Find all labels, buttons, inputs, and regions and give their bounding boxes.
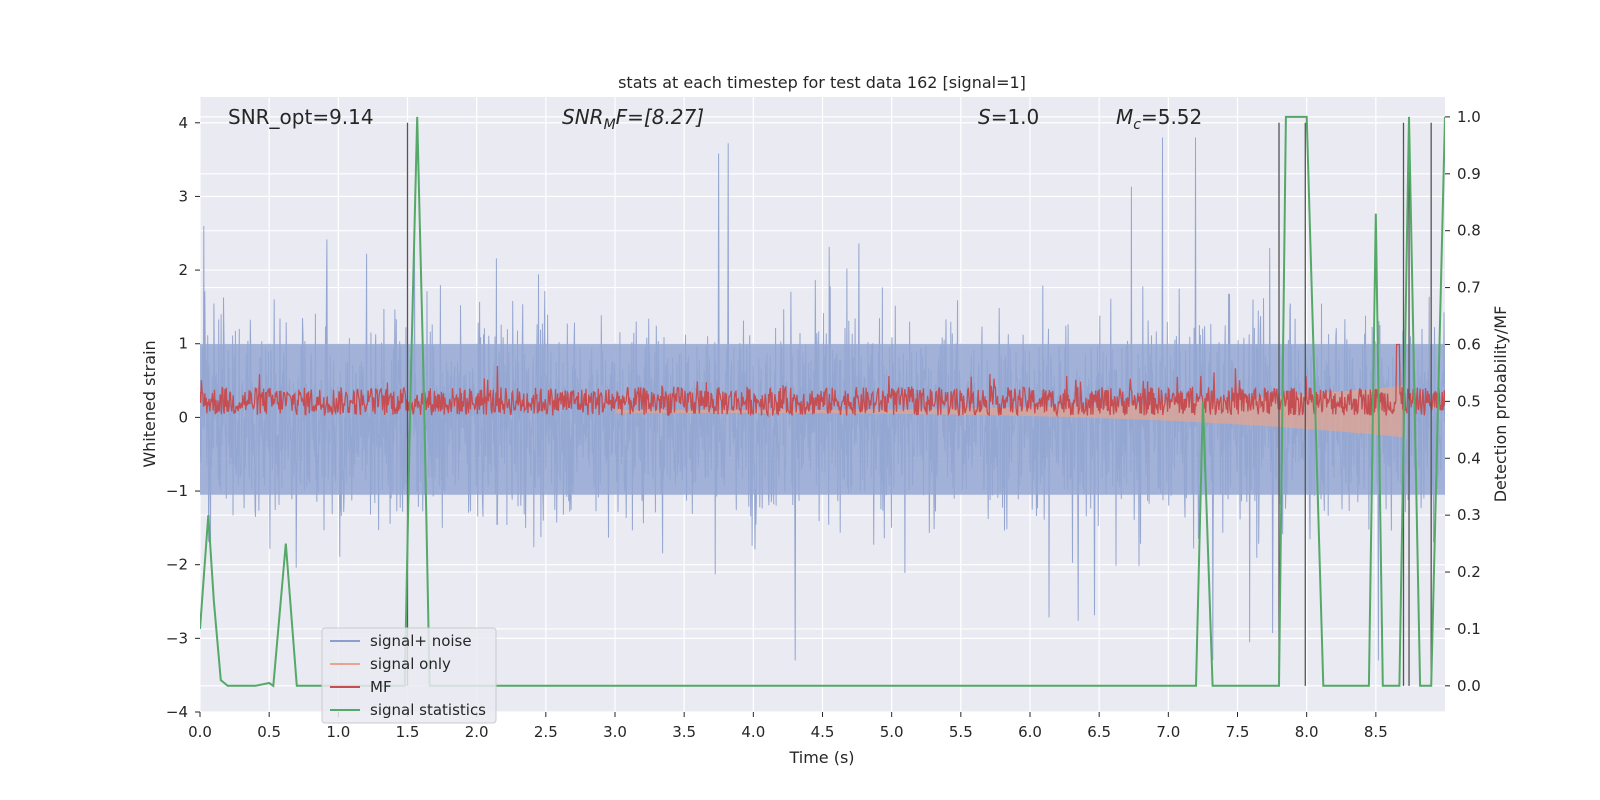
y2-tick-label: 0.6 bbox=[1457, 335, 1481, 353]
annotation-snr-opt: SNR_opt=9.14 bbox=[228, 105, 374, 129]
legend-label: signal+ noise bbox=[370, 632, 472, 650]
x-tick-label: 0.0 bbox=[188, 723, 212, 741]
y-tick-label: 2 bbox=[178, 261, 188, 279]
y-tick-label: 0 bbox=[178, 408, 188, 426]
x-axis-label: Time (s) bbox=[788, 748, 854, 767]
y-tick-label: −1 bbox=[166, 482, 188, 500]
x-tick-label: 8.5 bbox=[1364, 723, 1388, 741]
x-tick-label: 7.5 bbox=[1226, 723, 1250, 741]
x-tick-label: 4.5 bbox=[811, 723, 835, 741]
y2-tick-label: 0.3 bbox=[1457, 506, 1481, 524]
y2-tick-label: 1.0 bbox=[1457, 108, 1481, 126]
y-tick-label: −2 bbox=[166, 556, 188, 574]
legend-label: signal only bbox=[370, 655, 451, 673]
y2-tick-label: 0.8 bbox=[1457, 222, 1481, 240]
y2-tick-label: 0.1 bbox=[1457, 620, 1481, 638]
y2-tick-label: 0.9 bbox=[1457, 165, 1481, 183]
x-tick-label: 8.0 bbox=[1295, 723, 1319, 741]
x-tick-label: 1.5 bbox=[396, 723, 420, 741]
x-tick-label: 5.5 bbox=[949, 723, 973, 741]
x-tick-label: 3.0 bbox=[603, 723, 627, 741]
y2-tick-label: 0.2 bbox=[1457, 563, 1481, 581]
y-tick-label: −4 bbox=[166, 703, 188, 721]
legend-label: signal statistics bbox=[370, 701, 486, 719]
annotation-snr-mf: SNRMF=[8.27] bbox=[562, 105, 704, 133]
y-tick-label: 4 bbox=[178, 114, 188, 132]
x-tick-label: 2.5 bbox=[534, 723, 558, 741]
y-axis-label: Whitened strain bbox=[140, 340, 159, 467]
y2-tick-label: 0.5 bbox=[1457, 392, 1481, 410]
signal-only-envelope bbox=[615, 385, 1404, 438]
x-tick-label: 6.0 bbox=[1018, 723, 1042, 741]
vertical-lines bbox=[406, 122, 1432, 686]
legend-label: MF bbox=[370, 678, 392, 696]
y-tick-label: −3 bbox=[166, 629, 188, 647]
x-tick-label: 5.0 bbox=[880, 723, 904, 741]
chart-title: stats at each timestep for test data 162… bbox=[618, 73, 1026, 92]
x-tick-label: 2.0 bbox=[465, 723, 489, 741]
y2-tick-label: 0.0 bbox=[1457, 677, 1481, 695]
y-tick-label: 1 bbox=[178, 335, 188, 353]
x-tick-label: 7.0 bbox=[1156, 723, 1180, 741]
y2-tick-label: 0.4 bbox=[1457, 449, 1481, 467]
annotation-mc: Mc=5.52 bbox=[1116, 105, 1202, 133]
x-ticks: 0.0 0.5 1.0 1.5 2.0 2.5 3.0 3.5 4.0 4.5 5.0 5.5 6.0 6… bbox=[188, 712, 1388, 741]
y-ticks: 4 3 2 1 0 −1 −2 −3 −4 bbox=[166, 114, 200, 721]
annotation-s: S=1.0 bbox=[978, 105, 1039, 129]
x-tick-label: 3.5 bbox=[672, 723, 696, 741]
legend: signal+ noise signal only MF signal statist… bbox=[321, 627, 497, 724]
signal-only-series bbox=[615, 385, 1404, 438]
y2-axis-label: Detection probability/MF bbox=[1491, 306, 1510, 503]
y2-tick-label: 0.7 bbox=[1457, 279, 1481, 297]
x-tick-label: 0.5 bbox=[257, 723, 281, 741]
x-tick-label: 6.5 bbox=[1087, 723, 1111, 741]
y2-ticks: 1.0 0.9 0.8 0.7 0.6 0.5 0.4 0.3 0.2 0.1 0.0 bbox=[1445, 108, 1481, 695]
x-tick-label: 4.0 bbox=[741, 723, 765, 741]
x-tick-label: 1.0 bbox=[326, 723, 350, 741]
y-tick-label: 3 bbox=[178, 187, 188, 205]
legend-box bbox=[321, 627, 497, 724]
